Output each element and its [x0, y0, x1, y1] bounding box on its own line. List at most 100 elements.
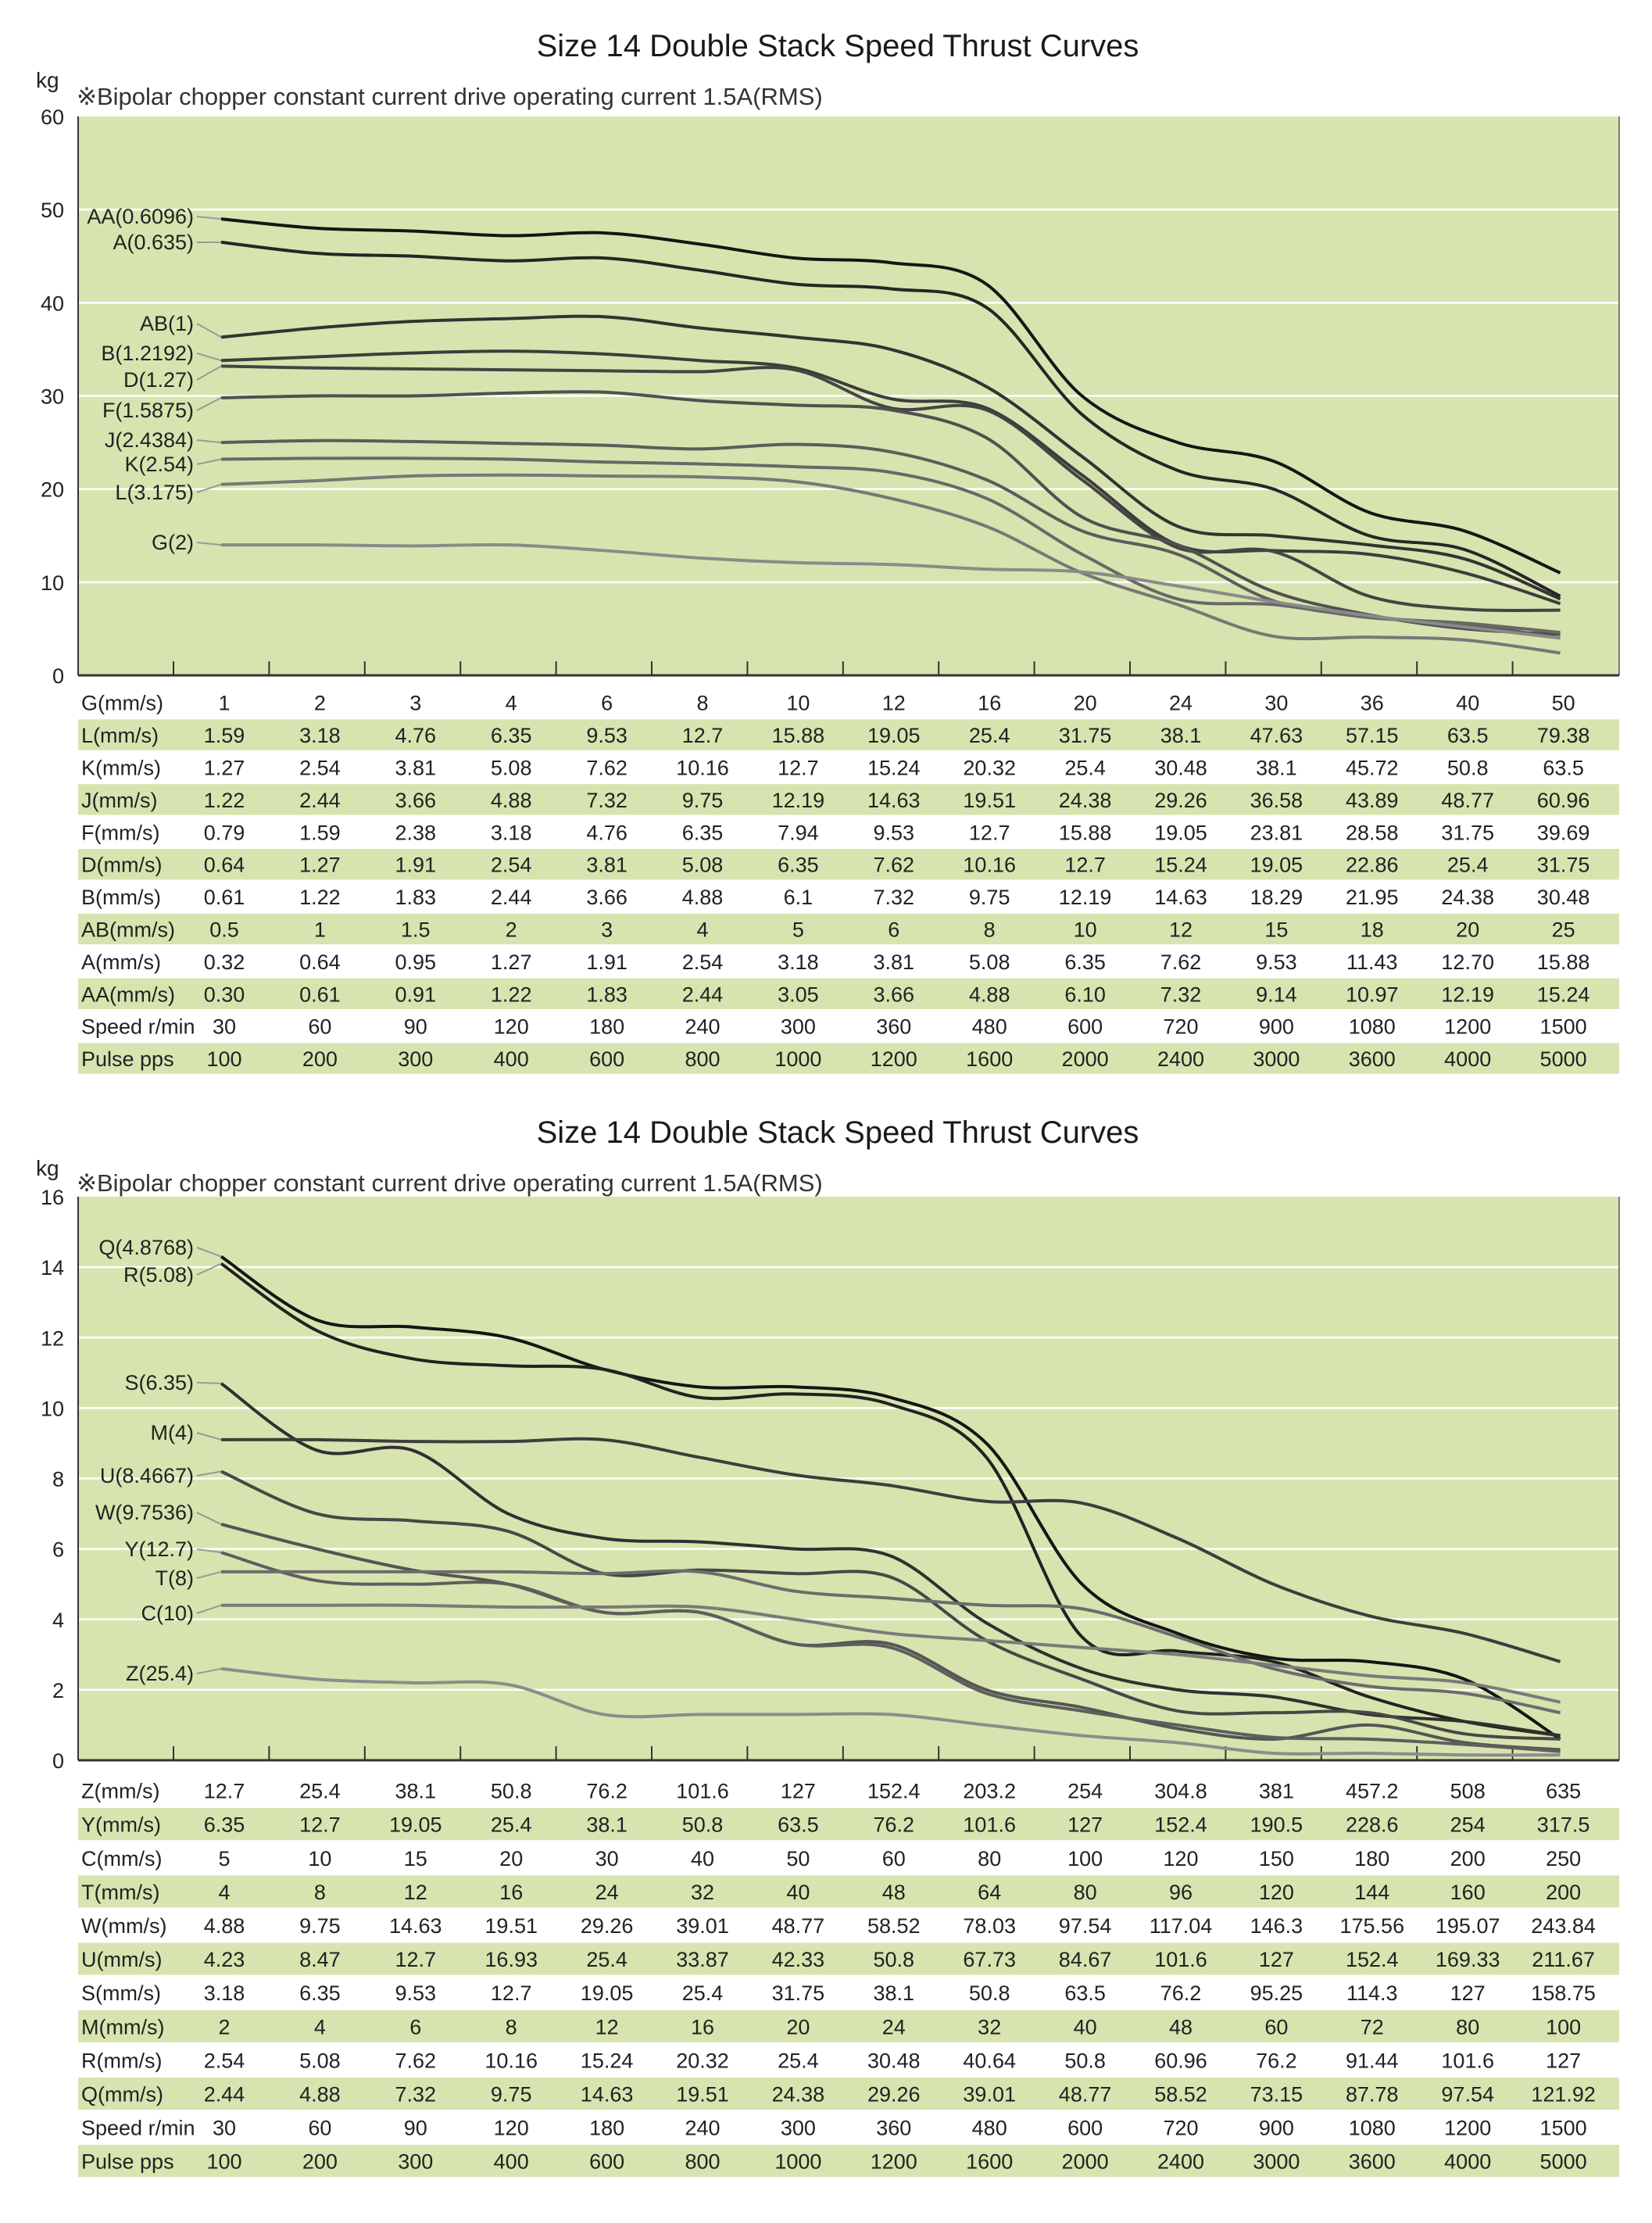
- table-cell: 28.58: [1346, 821, 1399, 844]
- series-label-leader: [196, 323, 222, 338]
- table-cell: 4: [218, 1881, 230, 1904]
- series-line: [221, 1569, 1561, 1715]
- table-cell: 152.4: [1346, 1948, 1399, 1971]
- table-cell: 800: [685, 1047, 720, 1071]
- table-cell: 47.63: [1250, 724, 1303, 747]
- table-cell: 146.3: [1250, 1914, 1303, 1938]
- table-cell: 0.61: [299, 983, 341, 1006]
- table-cell: 30: [595, 1847, 619, 1870]
- table-cell: 15.88: [1537, 950, 1590, 974]
- series-label: J(2.4384): [105, 428, 194, 452]
- table-row-band: [78, 2010, 1619, 2042]
- y-tick-label: 16: [41, 1186, 64, 1209]
- table-cell: 79.38: [1537, 724, 1590, 747]
- y-tick-label: 4: [52, 1609, 64, 1632]
- table-cell: 19.05: [1154, 821, 1207, 844]
- table-row-label: Speed r/min: [81, 1015, 195, 1039]
- table-cell: 4.88: [491, 789, 532, 812]
- y-tick-label: 2: [52, 1679, 64, 1702]
- table-cell: 117.04: [1150, 1914, 1213, 1938]
- series-label: C(10): [141, 1602, 194, 1625]
- table-row-label: Q(mm/s): [81, 2082, 163, 2106]
- table-cell: 9.53: [395, 1981, 437, 2005]
- table-row-band: [78, 719, 1619, 750]
- table-cell: 1.27: [299, 854, 341, 877]
- table-cell: 58.52: [1154, 2082, 1207, 2106]
- table-cell: 12.7: [395, 1948, 437, 1971]
- table-cell: 8: [314, 1881, 326, 1904]
- table-cell: 0.95: [395, 950, 437, 974]
- table-cell: 80: [1456, 2015, 1479, 2039]
- chart-2-title: Size 14 Double Stack Speed Thrust Curves: [537, 1115, 1139, 1150]
- chart-1-ylabel: kg: [36, 68, 59, 92]
- series-label: W(9.7536): [95, 1501, 194, 1524]
- table-cell: 6: [409, 2015, 421, 2039]
- table-cell: 80: [1074, 1881, 1097, 1904]
- table-row-label: G(mm/s): [81, 692, 163, 715]
- table-cell: 5000: [1540, 2150, 1587, 2174]
- y-tick-label: 10: [41, 1397, 64, 1420]
- table-cell: 175.56: [1340, 1914, 1405, 1938]
- table-cell: 25.4: [491, 1813, 532, 1837]
- table-cell: 2.54: [299, 757, 341, 780]
- series-label: Q(4.8768): [98, 1236, 194, 1259]
- table-cell: 2400: [1157, 2150, 1204, 2174]
- table-cell: 6.35: [1064, 950, 1106, 974]
- table-cell: 7.62: [395, 2049, 437, 2072]
- table-row-label: Y(mm/s): [81, 1813, 161, 1837]
- series-label: F(1.5875): [102, 399, 194, 422]
- table-cell: 33.87: [676, 1948, 729, 1971]
- series-line: [220, 1469, 1561, 1741]
- table-cell: 180: [589, 2117, 624, 2140]
- table-cell: 90: [404, 2117, 427, 2140]
- table-cell: 97.54: [1441, 2082, 1494, 2106]
- table-cell: 101.6: [1441, 2049, 1494, 2072]
- table-cell: 3.81: [395, 757, 437, 780]
- table-cell: 15.88: [772, 724, 825, 747]
- table-cell: 3.18: [778, 950, 819, 974]
- table-cell: 800: [685, 2150, 720, 2174]
- table-cell: 0.79: [204, 821, 245, 844]
- series-label-leader: [196, 1548, 222, 1554]
- table-cell: 1: [218, 692, 230, 715]
- table-cell: 39.69: [1537, 821, 1590, 844]
- table-cell: 31.75: [772, 1981, 825, 2005]
- table-cell: 19.05: [389, 1813, 442, 1837]
- table-cell: 228.6: [1346, 1813, 1399, 1837]
- series-line: [220, 390, 1561, 636]
- table-cell: 5.08: [682, 854, 724, 877]
- table-cell: 2400: [1157, 1047, 1204, 1071]
- table-cell: 304.8: [1154, 1780, 1207, 1803]
- table-cell: 12.70: [1441, 950, 1494, 974]
- table-cell: 1.83: [395, 886, 437, 909]
- table-cell: 63.5: [778, 1813, 819, 1837]
- table-cell: 15: [1264, 918, 1288, 942]
- table-cell: 39.01: [676, 1914, 729, 1938]
- table-cell: 50: [786, 1847, 810, 1870]
- table-cell: 6.35: [682, 821, 724, 844]
- table-cell: 31.75: [1059, 724, 1112, 747]
- series-line: [220, 473, 1561, 655]
- table-cell: 457.2: [1346, 1780, 1399, 1803]
- table-cell: 160: [1450, 1881, 1486, 1904]
- table-cell: 10.16: [676, 757, 729, 780]
- series-line: [220, 364, 1561, 613]
- table-row-band: [78, 978, 1619, 1009]
- table-cell: 1500: [1540, 2117, 1587, 2140]
- table-cell: 19.51: [963, 789, 1016, 812]
- series-line: [220, 1437, 1561, 1663]
- table-cell: 2: [314, 692, 326, 715]
- table-cell: 1.91: [395, 854, 437, 877]
- table-cell: 38.1: [874, 1981, 915, 2005]
- table-cell: 20.32: [676, 2049, 729, 2072]
- table-cell: 100: [1067, 1847, 1103, 1870]
- table-cell: 7.32: [874, 886, 915, 909]
- table-cell: 0.64: [204, 854, 245, 877]
- table-cell: 19.05: [1250, 854, 1303, 877]
- table-cell: 1500: [1540, 1015, 1587, 1039]
- table-cell: 0.32: [204, 950, 245, 974]
- series-label: U(8.4667): [100, 1464, 194, 1487]
- table-cell: 15: [404, 1847, 427, 1870]
- table-cell: 4: [314, 2015, 326, 2039]
- series-label: Y(12.7): [124, 1537, 194, 1561]
